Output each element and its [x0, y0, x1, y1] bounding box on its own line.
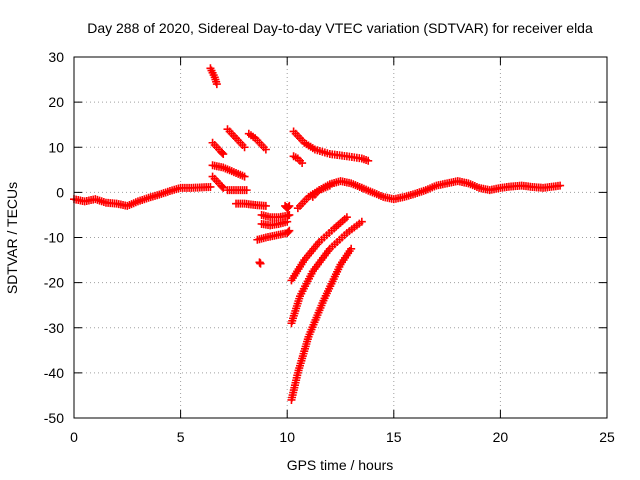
series-baseline-early [70, 182, 215, 210]
y-tick-label: -30 [44, 320, 64, 336]
y-tick-label: 30 [48, 49, 64, 65]
y-axis-ticks: -50 -40 -30 -20 -10 0 10 20 30 [44, 49, 607, 426]
data-point [357, 217, 366, 226]
data-point [206, 182, 215, 191]
series-curve-steep-3 [287, 244, 356, 404]
y-axis-label: SDTVAR / TECUs [4, 182, 20, 294]
series-arc-6.5-6 [208, 161, 249, 181]
series-arc-7-upper [223, 125, 249, 152]
data-point [325, 181, 334, 190]
data-point [364, 156, 373, 165]
data-point [261, 145, 270, 154]
data-point [284, 203, 293, 212]
data-point [256, 259, 265, 268]
x-axis-ticks: 0 5 10 15 20 25 [70, 57, 615, 445]
series-cluster-9-10-mid [257, 217, 292, 230]
x-axis-label: GPS time / hours [287, 457, 394, 473]
y-tick-label: -20 [44, 275, 64, 291]
data-point [285, 201, 294, 210]
series-segment-8-9 [232, 199, 270, 210]
data-point [242, 186, 251, 195]
data-point [283, 217, 292, 226]
x-tick-label: 20 [493, 429, 509, 445]
y-tick-label: -10 [44, 230, 64, 246]
series-curve-steep-1 [287, 213, 351, 285]
data-point [285, 210, 294, 219]
series-arc-8-upper [244, 129, 270, 154]
series-arc-6.5-upper [206, 64, 221, 89]
x-tick-label: 5 [177, 429, 185, 445]
y-tick-label: 20 [48, 94, 64, 110]
series-cluster-9-10-lower [253, 226, 294, 244]
series-curve-steep-2 [287, 217, 366, 328]
series-arc-10.3-8 [289, 152, 307, 168]
y-tick-label: 0 [56, 184, 64, 200]
data-point [240, 172, 249, 181]
series-arc-6.5-10 [208, 138, 228, 159]
data-marks [70, 64, 565, 404]
series-cluster-9-10-upper [257, 210, 294, 222]
series-segment-10-3 [281, 201, 294, 213]
data-point [284, 227, 293, 236]
chart-title: Day 288 of 2020, Sidereal Day-to-day VTE… [87, 20, 593, 36]
data-point [218, 182, 227, 191]
x-tick-label: 0 [70, 429, 78, 445]
data-point [298, 159, 307, 168]
series-point-8.7 [255, 258, 265, 268]
series-arc-11-3 [293, 181, 334, 213]
series-arc-10.3-upper [289, 127, 373, 165]
data-point [218, 148, 227, 157]
y-tick-label: -40 [44, 365, 64, 381]
data-point [342, 213, 351, 222]
data-point [347, 244, 356, 253]
data-point [556, 181, 565, 190]
x-tick-label: 25 [599, 429, 615, 445]
x-tick-label: 10 [279, 429, 295, 445]
series-baseline-late [357, 177, 565, 204]
series-arc-6.5-3 [208, 172, 228, 192]
series-segment-7-8 [223, 186, 251, 195]
y-tick-label: -50 [44, 410, 64, 426]
y-tick-label: 10 [48, 139, 64, 155]
x-tick-label: 15 [386, 429, 402, 445]
data-point [285, 226, 294, 235]
data-point [219, 183, 228, 192]
data-point [219, 150, 228, 159]
grid-lines [74, 57, 607, 418]
data-point [240, 143, 249, 152]
data-point [261, 201, 270, 210]
data-point [212, 80, 221, 89]
